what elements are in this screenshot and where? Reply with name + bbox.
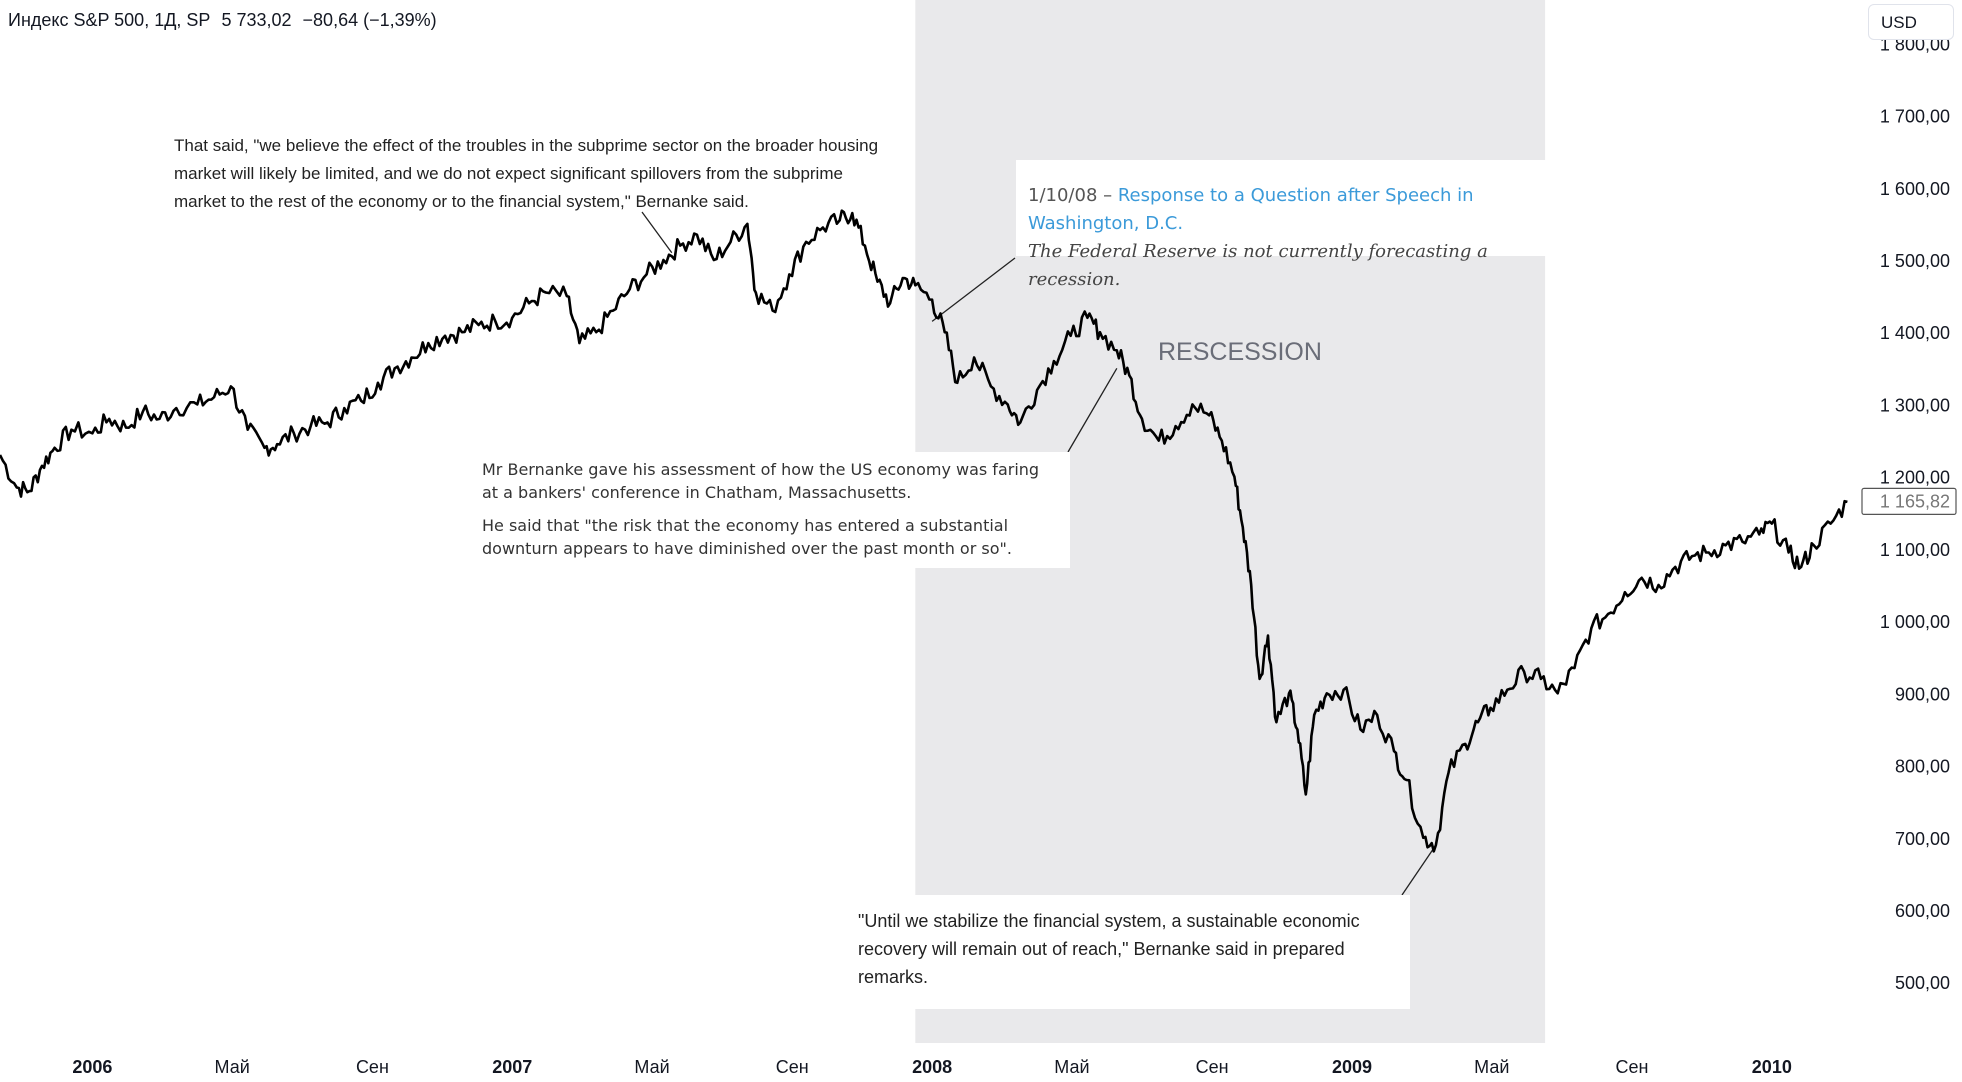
x-tick-label: 2010: [1752, 1057, 1792, 1077]
annotation-leader-line: [931, 257, 1016, 322]
symbol-price: 5 733,02: [221, 10, 292, 30]
symbol-name: Индекс S&P 500, 1Д, SP: [8, 10, 211, 30]
annotation-chatham-p1: Mr Bernanke gave his assessment of how t…: [482, 460, 1040, 502]
y-tick-label: 700,00: [1895, 829, 1950, 849]
x-tick-label: 2006: [72, 1057, 112, 1077]
annotation-chatham: Mr Bernanke gave his assessment of how t…: [470, 452, 1070, 568]
annotation-leader-line: [1401, 844, 1437, 896]
annotation-fed-date: 1/10/08 –: [1028, 185, 1113, 206]
annotation-fed: 1/10/08 – Response to a Question after S…: [1016, 160, 1582, 290]
annotation-subprime: That said, "we believe the effect of the…: [164, 126, 904, 222]
y-tick-label: 1 200,00: [1880, 468, 1950, 488]
y-tick-label: 1 700,00: [1880, 107, 1950, 127]
currency-button[interactable]: USD: [1868, 4, 1954, 40]
y-tick-label: 800,00: [1895, 757, 1950, 777]
annotation-leaders: [641, 211, 1437, 896]
x-tick-label: Май: [1054, 1057, 1089, 1077]
annotation-stabilize-text: "Until we stabilize the financial system…: [858, 911, 1360, 987]
annotation-stabilize: "Until we stabilize the financial system…: [846, 895, 1410, 1009]
y-tick-label: 1 500,00: [1880, 251, 1950, 271]
symbol-legend[interactable]: Индекс S&P 500, 1Д, SP 5 733,02 −80,64 (…: [8, 10, 443, 31]
annotation-fed-quote: The Federal Reserve is not currently for…: [1028, 241, 1488, 290]
annotation-fed-link[interactable]: Response to a Question after Speech in W…: [1028, 185, 1474, 234]
x-tick-label: 2008: [912, 1057, 952, 1077]
last-value-label: 1 165,82: [1880, 491, 1950, 511]
annotation-chatham-p2: He said that "the risk that the economy …: [482, 516, 1012, 558]
x-tick-label: 2009: [1332, 1057, 1372, 1077]
y-tick-label: 1 600,00: [1880, 179, 1950, 199]
x-tick-label: Май: [634, 1057, 669, 1077]
y-tick-label: 600,00: [1895, 901, 1950, 921]
x-tick-label: Сен: [356, 1057, 389, 1077]
last-value-box: [1861, 487, 1957, 515]
y-tick-label: 900,00: [1895, 684, 1950, 704]
x-tick-label: 2007: [492, 1057, 532, 1077]
x-tick-label: Сен: [1616, 1057, 1649, 1077]
price-line[interactable]: [0, 209, 1848, 853]
symbol-change: −80,64 (−1,39%): [302, 10, 437, 30]
y-tick-label: 1 300,00: [1880, 395, 1950, 415]
x-tick-label: Сен: [1196, 1057, 1229, 1077]
y-axis[interactable]: 500,00 600,00 700,00 800,00 900,00 1 000,00 1 …: [1880, 34, 1950, 993]
annotation-leader-line: [641, 211, 673, 254]
annotation-subprime-text: That said, "we believe the effect of the…: [174, 136, 879, 211]
x-tick-label: Сен: [776, 1057, 809, 1077]
y-tick-label: 1 100,00: [1880, 540, 1950, 560]
last-value-marker: 1 165,82: [1861, 487, 1957, 515]
y-tick-label: 1 000,00: [1880, 612, 1950, 632]
x-axis[interactable]: 2006 Май Сен 2007 Май Сен 2008 Май Сен 2009 Май Сен…: [72, 1057, 1792, 1077]
y-tick-label: 1 400,00: [1880, 323, 1950, 343]
y-tick-label: 500,00: [1895, 973, 1950, 993]
recession-label: RESCESSION: [1158, 338, 1322, 366]
annotation-leader-line: [1067, 368, 1118, 453]
x-tick-label: Май: [1474, 1057, 1509, 1077]
x-tick-label: Май: [215, 1057, 250, 1077]
